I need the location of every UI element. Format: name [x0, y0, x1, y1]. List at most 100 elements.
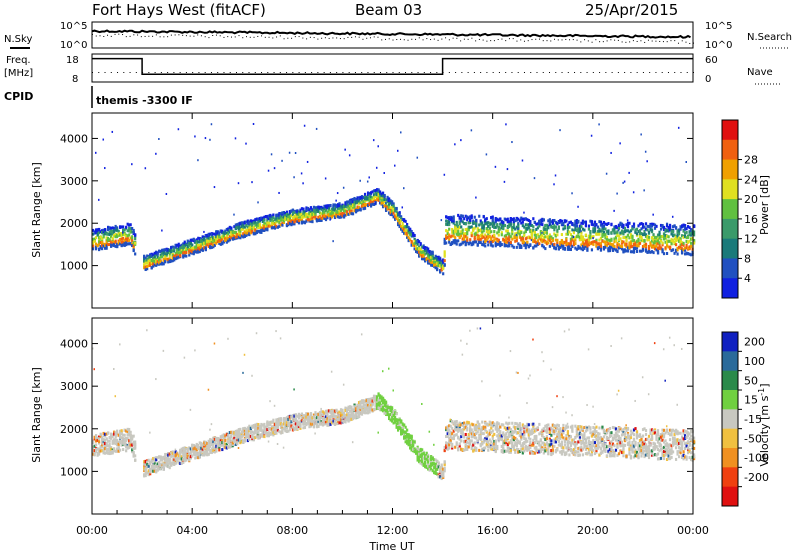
echo-cell — [326, 216, 329, 220]
noise-point — [140, 36, 142, 38]
echo-cell — [372, 193, 376, 197]
echo-cell — [180, 455, 183, 459]
echo-cell — [243, 230, 246, 234]
echo-cell — [123, 438, 126, 442]
nave-point — [436, 72, 438, 73]
echo-cell — [177, 247, 180, 251]
nave-point — [148, 72, 150, 73]
noise-point — [512, 38, 514, 40]
echo-cell — [622, 250, 625, 254]
echo-cell — [680, 251, 684, 255]
echo-cell — [101, 449, 104, 453]
echo-cell — [448, 223, 451, 227]
echo-cell — [553, 232, 556, 236]
echo-cell — [538, 219, 541, 223]
echo-cell — [523, 240, 526, 244]
echo-cell — [167, 260, 170, 264]
echo-cell — [216, 240, 219, 244]
noise-point — [647, 39, 649, 41]
echo-cell — [631, 250, 634, 254]
echo-cell — [104, 443, 107, 447]
echo-cell — [237, 227, 240, 231]
echo-cell — [341, 207, 344, 211]
echo-cell — [547, 241, 550, 245]
echo-cell — [392, 204, 395, 208]
nave-point — [298, 72, 300, 73]
echo-cell — [431, 263, 434, 267]
echo-cell — [369, 191, 373, 195]
echo-cell — [535, 233, 538, 237]
nave-point — [617, 72, 619, 73]
echo-cell — [224, 434, 227, 438]
echo-cell — [677, 236, 681, 240]
noise-point — [246, 36, 248, 38]
echo-cell — [365, 196, 368, 200]
echo-cell — [662, 225, 666, 229]
echo-cell — [406, 229, 409, 233]
echo-cell — [572, 231, 575, 235]
echo-cell — [680, 234, 684, 238]
echo-cell — [430, 255, 433, 259]
echo-cell — [629, 233, 633, 237]
echo-cell — [273, 222, 277, 226]
echo-cell — [240, 224, 243, 228]
noise-point — [411, 38, 413, 40]
echo-cell — [228, 238, 231, 242]
echo-cell — [667, 225, 670, 229]
echo-cell — [260, 216, 263, 220]
echo-cell — [251, 221, 254, 225]
echo-cell — [541, 240, 544, 244]
echo-cell — [92, 244, 95, 248]
echo-cell — [129, 230, 132, 234]
echo-cell — [203, 441, 206, 445]
echo-cell — [586, 244, 589, 248]
echo-cell — [511, 237, 514, 241]
noise-point — [475, 40, 477, 42]
echo-cell — [412, 233, 415, 237]
echo-cell — [210, 440, 213, 444]
echo-cell — [293, 210, 296, 214]
echo-cell — [263, 218, 266, 222]
echo-cell — [554, 174, 557, 177]
echo-cell — [473, 220, 476, 224]
echo-cell — [679, 225, 682, 229]
echo-cell — [170, 463, 173, 467]
echo-cell — [128, 431, 131, 435]
colorbar-swatch — [722, 218, 738, 240]
echo-cell — [213, 232, 216, 236]
echo-cell — [577, 234, 580, 238]
echo-cell — [147, 259, 150, 263]
echo-cell — [634, 243, 637, 247]
echo-cell — [505, 218, 508, 222]
echo-cell — [602, 245, 606, 249]
echo-cell — [605, 172, 608, 175]
echo-cell — [566, 226, 569, 230]
echo-cell — [98, 437, 101, 441]
echo-cell — [584, 224, 588, 228]
echo-cell — [410, 232, 413, 236]
echo-cell — [173, 458, 176, 462]
echo-cell — [484, 233, 487, 237]
echo-cell — [318, 215, 322, 219]
echo-cell — [233, 225, 236, 229]
echo-cell — [677, 126, 680, 129]
echo-cell — [237, 431, 240, 435]
echo-cell — [466, 227, 469, 231]
echo-cell — [446, 222, 449, 226]
echo-cell — [601, 222, 604, 226]
echo-cell — [389, 213, 392, 217]
echo-cell — [472, 242, 475, 246]
echo-cell — [101, 445, 104, 449]
echo-cell — [210, 442, 213, 446]
echo-cell — [487, 243, 490, 247]
echo-cell — [105, 236, 108, 240]
echo-cell — [110, 446, 113, 450]
nave-point — [204, 72, 206, 73]
echo-cell — [219, 239, 222, 243]
echo-cell — [557, 245, 560, 249]
noise-point — [565, 38, 567, 40]
echo-cell — [197, 243, 200, 247]
echo-cell — [132, 450, 135, 454]
nave-point — [636, 72, 638, 73]
echo-cell — [182, 245, 185, 249]
